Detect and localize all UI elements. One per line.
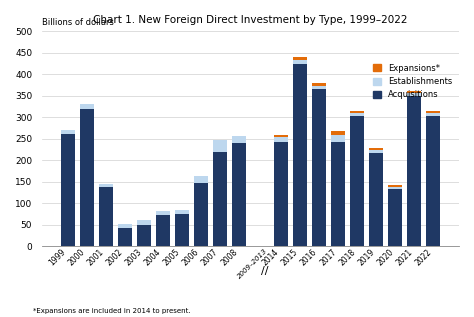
Bar: [156, 210, 170, 215]
Bar: [331, 132, 345, 135]
Bar: [213, 152, 227, 246]
Bar: [388, 189, 402, 246]
Text: Billions of dollars: Billions of dollars: [42, 18, 114, 27]
Bar: [369, 150, 383, 152]
Bar: [274, 142, 288, 246]
Legend: Expansions*, Establishments, Acquisitions: Expansions*, Establishments, Acquisition…: [371, 61, 455, 102]
Bar: [312, 86, 326, 89]
Bar: [407, 91, 421, 93]
Bar: [61, 130, 74, 134]
Bar: [274, 137, 288, 142]
Bar: [388, 185, 402, 186]
Bar: [369, 148, 383, 150]
Bar: [331, 135, 345, 142]
Bar: [312, 83, 326, 86]
Bar: [232, 143, 246, 246]
Bar: [293, 64, 307, 246]
Bar: [175, 214, 189, 246]
Bar: [118, 224, 132, 228]
Bar: [213, 140, 227, 152]
Bar: [388, 186, 402, 189]
Bar: [118, 228, 132, 246]
Bar: [293, 57, 307, 60]
Bar: [407, 96, 421, 246]
Text: //: //: [261, 266, 268, 276]
Title: Chart 1. New Foreign Direct Investment by Type, 1999–2022: Chart 1. New Foreign Direct Investment b…: [93, 15, 408, 25]
Bar: [407, 93, 421, 96]
Bar: [80, 104, 94, 109]
Bar: [426, 113, 440, 116]
Bar: [175, 210, 189, 214]
Bar: [80, 109, 94, 246]
Bar: [426, 116, 440, 246]
Bar: [232, 136, 246, 143]
Bar: [350, 113, 364, 116]
Bar: [99, 187, 113, 246]
Bar: [350, 111, 364, 113]
Bar: [312, 89, 326, 246]
Text: *Expansions are included in 2014 to present.: *Expansions are included in 2014 to pres…: [33, 308, 191, 314]
Bar: [331, 142, 345, 246]
Bar: [194, 176, 208, 183]
Bar: [99, 184, 113, 187]
Bar: [426, 111, 440, 113]
Bar: [194, 183, 208, 246]
Bar: [274, 135, 288, 137]
Bar: [350, 116, 364, 246]
Bar: [61, 134, 74, 246]
Bar: [293, 60, 307, 64]
Bar: [156, 215, 170, 246]
Bar: [137, 220, 151, 225]
Bar: [137, 225, 151, 246]
Bar: [369, 152, 383, 246]
